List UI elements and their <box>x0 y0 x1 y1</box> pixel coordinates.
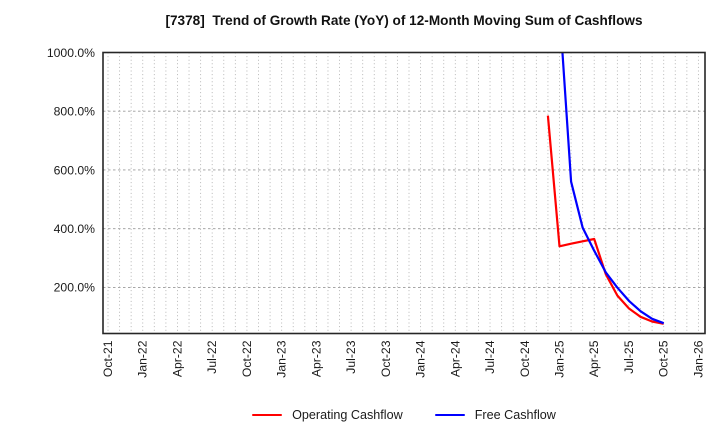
x-tick-label: Jan-25 <box>553 340 567 377</box>
x-tick-label: Oct-22 <box>240 340 254 377</box>
x-tick-label: Apr-23 <box>309 340 323 377</box>
x-tick-label: Apr-25 <box>587 340 601 377</box>
legend-item-operating-cashflow: Operating Cashflow <box>252 409 403 422</box>
x-tick-label: Jul-23 <box>344 340 358 373</box>
x-tick-label: Oct-24 <box>518 340 532 377</box>
y-tick-label: 400.0% <box>54 222 95 236</box>
legend-line-sample-red <box>252 413 283 417</box>
x-tick-label: Oct-23 <box>379 340 393 377</box>
x-tick-label: Jan-26 <box>691 340 705 377</box>
chart-title: [7378] Trend of Growth Rate (YoY) of 12-… <box>165 13 643 28</box>
chart-legend: Operating Cashflow Free Cashflow <box>103 403 705 427</box>
x-tick-label: Oct-25 <box>657 340 671 377</box>
legend-label-free-cashflow: Free Cashflow <box>474 407 556 422</box>
x-tick-label: Apr-22 <box>170 340 184 377</box>
legend-item-free-cashflow: Free Cashflow <box>434 407 556 422</box>
x-tick-label: Jan-22 <box>136 340 150 377</box>
y-tick-label: 200.0% <box>54 281 95 295</box>
y-tick-label: 800.0% <box>54 105 95 119</box>
x-tick-label: Jul-22 <box>205 340 219 373</box>
x-tick-label: Apr-24 <box>448 340 462 377</box>
x-tick-label: Jul-24 <box>483 340 497 373</box>
x-tick-label: Jul-25 <box>622 340 636 373</box>
legend-line-sample-blue <box>434 413 465 417</box>
series-line-free-cashflow <box>561 52 665 325</box>
plot-border <box>102 51 706 335</box>
x-tick-label: Jan-24 <box>414 340 428 377</box>
y-tick-label: 600.0% <box>54 163 95 177</box>
legend-label-operating-cashflow: Operating Cashflow <box>292 407 403 422</box>
y-tick-label: 1000.0% <box>47 46 95 60</box>
x-tick-label: Jan-23 <box>275 340 289 377</box>
x-tick-label: Oct-21 <box>101 340 115 377</box>
